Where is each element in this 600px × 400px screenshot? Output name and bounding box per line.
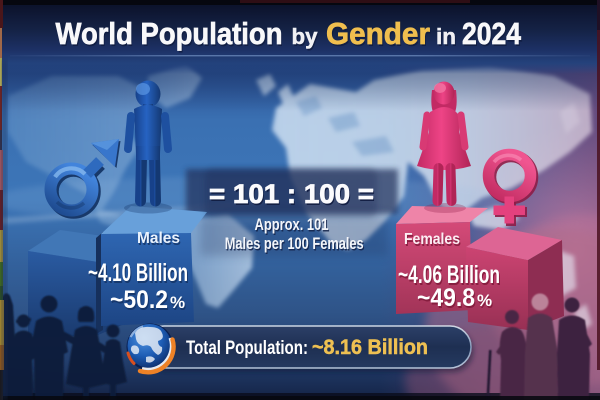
svg-text:Males: Males: [138, 232, 181, 249]
svg-text:in: in: [436, 24, 456, 49]
svg-text:~49.8: ~49.8: [418, 286, 476, 314]
svg-text:= 101 : 100 =: = 101 : 100 =: [209, 179, 374, 209]
svg-text:Males per 100 Females: Males per 100 Females: [226, 235, 365, 254]
svg-text:by: by: [293, 26, 320, 51]
svg-text:Females: Females: [405, 233, 461, 250]
svg-text:Gender: Gender: [327, 18, 431, 53]
svg-text:= 101 : 100 =: = 101 : 100 =: [210, 181, 375, 211]
svg-text:~50.2: ~50.2: [111, 288, 169, 316]
svg-text:Approx. 101: Approx. 101: [256, 216, 330, 235]
svg-text:2024: 2024: [463, 18, 523, 53]
svg-text:by: by: [292, 24, 319, 49]
svg-text:%: %: [477, 291, 492, 310]
svg-text:Males: Males: [137, 230, 180, 247]
svg-text:Females: Females: [404, 231, 460, 248]
svg-text:~49.8: ~49.8: [417, 284, 475, 312]
svg-text:Total Population:: Total Population:: [186, 338, 308, 359]
svg-text:in: in: [437, 26, 457, 51]
svg-text:World Population: World Population: [57, 18, 284, 53]
svg-text:Gender: Gender: [326, 16, 430, 51]
svg-text:Approx. 101: Approx. 101: [255, 215, 329, 234]
svg-text:~50.2: ~50.2: [110, 286, 168, 314]
svg-text:Males per 100 Females: Males per 100 Females: [225, 234, 364, 253]
svg-text:~4.06 Billion: ~4.06 Billion: [399, 263, 501, 291]
svg-text:%: %: [170, 293, 185, 312]
svg-text:~8.16 Billion: ~8.16 Billion: [312, 336, 428, 359]
svg-text:World Population: World Population: [56, 16, 283, 51]
svg-text:2024: 2024: [462, 16, 522, 51]
svg-text:%: %: [478, 293, 493, 312]
svg-text:~4.06 Billion: ~4.06 Billion: [398, 261, 500, 289]
svg-text:%: %: [171, 295, 186, 314]
svg-text:~4.10 Billion: ~4.10 Billion: [89, 261, 189, 289]
svg-text:~4.10 Billion: ~4.10 Billion: [88, 259, 188, 287]
